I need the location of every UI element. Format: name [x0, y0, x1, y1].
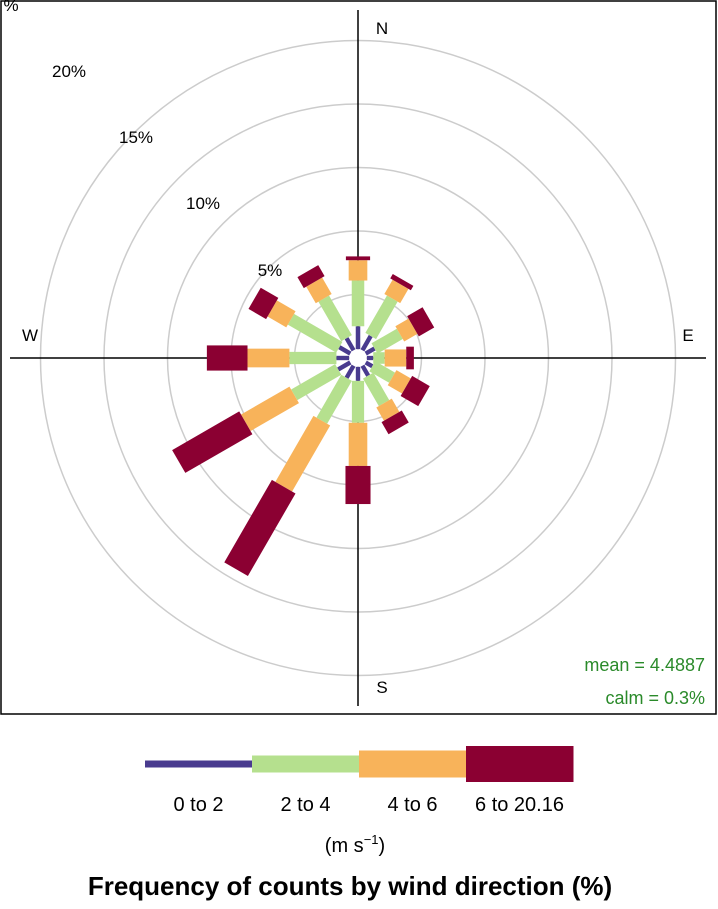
radial-tick-label-20: 20%: [52, 62, 86, 81]
radial-tick-label-10: 10%: [186, 194, 220, 213]
bar-180-bin-2: [348, 422, 368, 466]
bar-330-bin-0: [344, 337, 356, 352]
direction-group-90: [366, 346, 414, 370]
legend-swatch-0: [145, 760, 253, 768]
plot-frame: [0, 0, 717, 715]
bar-150-bin-3: [381, 410, 409, 435]
direction-group-180: [345, 366, 371, 505]
chart-title: Frequency of counts by wind direction (%…: [88, 871, 612, 901]
bar-0-bin-1: [351, 280, 365, 327]
stat-calm: calm = 0.3%: [605, 688, 705, 708]
bar-240-bin-3: [172, 411, 253, 473]
direction-group-270: [206, 345, 350, 371]
bar-30-bin-1: [365, 295, 398, 340]
direction-group-210: [224, 364, 356, 576]
bar-240-bin-2: [241, 386, 299, 432]
bar-270-bin-0: [336, 355, 350, 361]
bar-120-bin-0: [364, 360, 374, 369]
legend-label-1: 2 to 4: [280, 794, 330, 816]
bar-150-bin-2: [376, 398, 400, 421]
direction-group-330: [297, 265, 356, 352]
direction-group-30: [360, 273, 414, 352]
compass-label-e: E: [682, 326, 693, 345]
direction-group-60: [364, 307, 435, 356]
bar-210-bin-2: [275, 415, 331, 492]
legend-label-2: 4 to 6: [387, 794, 437, 816]
bar-150-bin-1: [362, 372, 390, 407]
stat-mean: mean = 4.4887: [584, 655, 705, 675]
bar-60-bin-2: [395, 318, 418, 342]
bar-300-bin-2: [267, 300, 296, 328]
direction-group-0: [345, 256, 371, 350]
bar-90-bin-3: [406, 346, 414, 370]
bar-300-bin-0: [338, 345, 352, 356]
bar-90-bin-2: [384, 349, 407, 367]
bar-120-bin-2: [387, 370, 411, 394]
legend-units: (m s−1): [325, 832, 385, 857]
bar-30-bin-2: [384, 279, 409, 304]
legend-label-3: 6 to 20.16: [475, 794, 564, 816]
bar-60-bin-0: [364, 346, 376, 356]
bar-60-bin-3: [407, 307, 435, 337]
bar-0-bin-2: [348, 260, 368, 281]
legend-swatch-3: [466, 746, 574, 782]
bar-90-bin-0: [366, 355, 374, 361]
legend-units-exponent: −1: [364, 832, 379, 847]
bar-240-bin-0: [337, 360, 352, 372]
compass-label-s: S: [376, 678, 387, 697]
bar-270-bin-3: [206, 345, 248, 371]
bar-270-bin-1: [289, 351, 337, 365]
bar-180-bin-3: [345, 465, 371, 505]
bar-210-bin-0: [344, 364, 356, 379]
bar-0-bin-3: [345, 256, 371, 261]
bar-300-bin-1: [287, 313, 343, 353]
radial-tick-label-25: %: [3, 0, 18, 15]
bar-30-bin-0: [360, 334, 373, 352]
bar-120-bin-3: [400, 375, 430, 407]
bar-240-bin-1: [291, 364, 342, 401]
compass-label-w: W: [22, 326, 38, 345]
bar-210-bin-3: [224, 479, 296, 576]
bar-330-bin-3: [297, 265, 325, 289]
bar-210-bin-1: [316, 374, 352, 424]
bar-0-bin-0: [355, 326, 361, 350]
bar-180-bin-0: [355, 366, 361, 381]
compass-label-n: N: [376, 19, 388, 38]
direction-group-300: [248, 287, 352, 356]
bar-270-bin-2: [247, 348, 290, 368]
radial-tick-label-15: 15%: [119, 128, 153, 147]
plot-area: [10, 10, 706, 706]
bar-150-bin-0: [360, 364, 371, 377]
legend-units-close: ): [379, 835, 386, 857]
calm-circle: [349, 349, 367, 367]
bar-330-bin-1: [318, 295, 352, 342]
direction-group-150: [360, 364, 409, 435]
bar-300-bin-3: [248, 287, 279, 320]
bar-60-bin-1: [371, 328, 403, 354]
radial-tick-label-5: 5%: [258, 261, 283, 280]
bar-120-bin-1: [369, 361, 396, 383]
direction-group-120: [364, 360, 430, 407]
legend-label-0: 0 to 2: [173, 794, 223, 816]
legend-swatch-2: [359, 750, 467, 778]
bar-30-bin-3: [390, 273, 414, 291]
legend-swatch-1: [252, 755, 360, 773]
bar-330-bin-2: [306, 277, 332, 304]
bar-180-bin-1: [351, 380, 365, 423]
direction-group-240: [172, 360, 352, 473]
bar-90-bin-1: [373, 352, 385, 364]
legend: 0 to 2 2 to 4 4 to 6 6 to 20.16: [145, 746, 574, 816]
